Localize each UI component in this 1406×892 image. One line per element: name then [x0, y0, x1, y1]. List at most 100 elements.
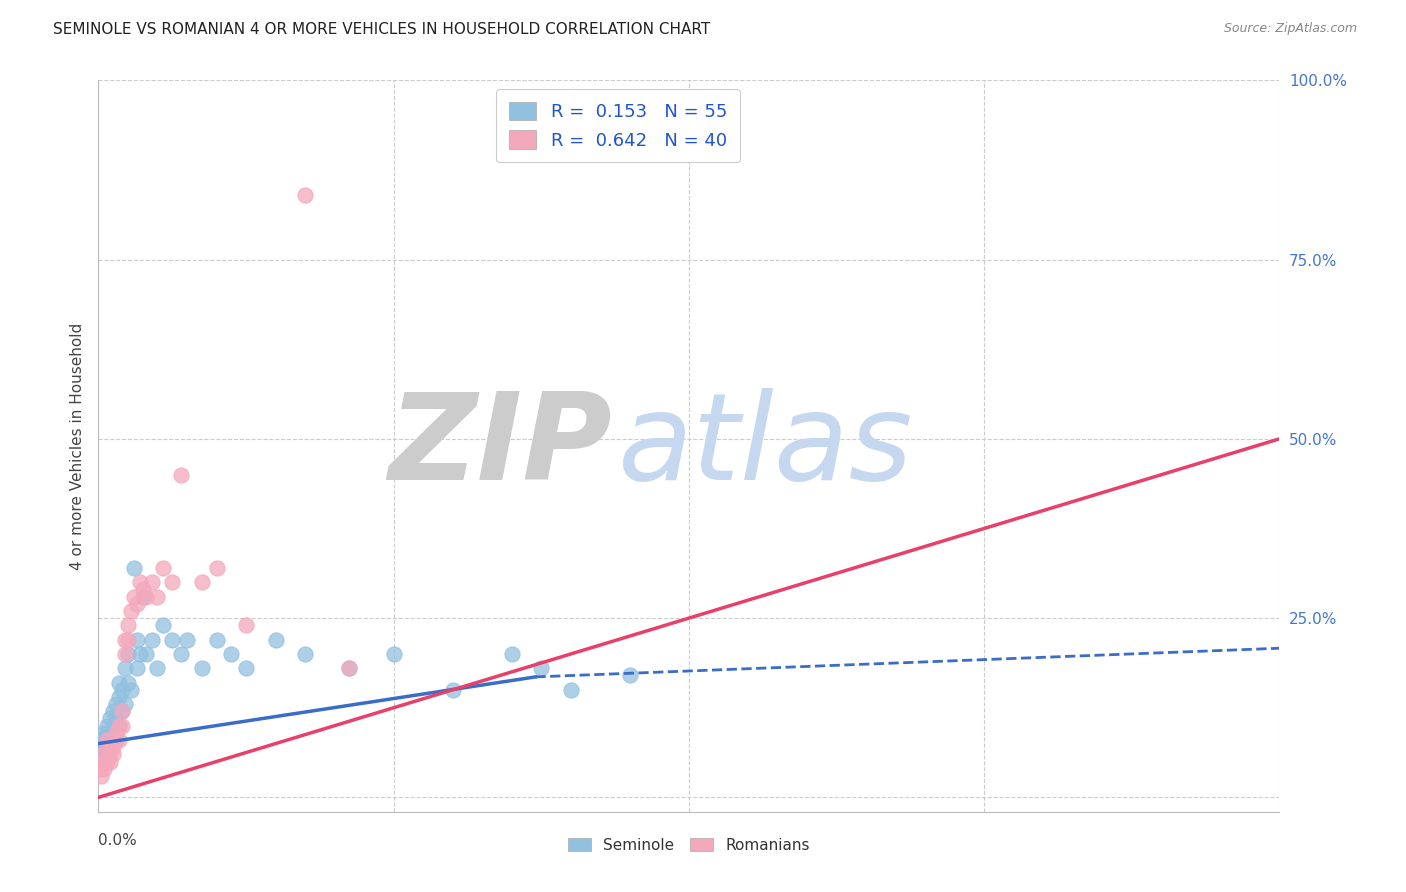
Point	[141, 575, 163, 590]
Point	[105, 733, 128, 747]
Point	[205, 632, 228, 647]
Point	[98, 740, 121, 755]
Point	[105, 697, 128, 711]
Point	[98, 747, 121, 762]
Point	[294, 647, 316, 661]
Point	[93, 747, 115, 762]
Point	[90, 769, 112, 783]
Text: 0.0%: 0.0%	[98, 832, 138, 847]
Point	[117, 647, 139, 661]
Point	[122, 561, 145, 575]
Point	[114, 632, 136, 647]
Text: SEMINOLE VS ROMANIAN 4 OR MORE VEHICLES IN HOUSEHOLD CORRELATION CHART: SEMINOLE VS ROMANIAN 4 OR MORE VEHICLES …	[53, 22, 710, 37]
Point	[114, 661, 136, 675]
Point	[125, 597, 148, 611]
Legend: Seminole, Romanians: Seminole, Romanians	[562, 831, 815, 859]
Point	[96, 719, 118, 733]
Point	[98, 755, 121, 769]
Point	[93, 755, 115, 769]
Point	[191, 575, 214, 590]
Point	[221, 647, 243, 661]
Point	[132, 582, 155, 597]
Point	[90, 755, 112, 769]
Point	[146, 590, 169, 604]
Point	[339, 661, 361, 675]
Point	[90, 747, 112, 762]
Point	[530, 661, 553, 675]
Point	[114, 647, 136, 661]
Point	[128, 647, 150, 661]
Point	[235, 661, 257, 675]
Point	[98, 711, 121, 725]
Point	[152, 561, 174, 575]
Point	[117, 618, 139, 632]
Y-axis label: 4 or more Vehicles in Household: 4 or more Vehicles in Household	[69, 322, 84, 570]
Point	[619, 668, 641, 682]
Point	[103, 733, 125, 747]
Point	[382, 647, 405, 661]
Point	[98, 740, 121, 755]
Point	[108, 690, 131, 704]
Point	[162, 575, 183, 590]
Point	[103, 740, 125, 755]
Point	[441, 682, 464, 697]
Point	[170, 647, 193, 661]
Point	[264, 632, 287, 647]
Point	[294, 188, 316, 202]
Point	[125, 632, 148, 647]
Text: Source: ZipAtlas.com: Source: ZipAtlas.com	[1223, 22, 1357, 36]
Point	[96, 726, 118, 740]
Point	[560, 682, 582, 697]
Point	[120, 682, 142, 697]
Point	[235, 618, 257, 632]
Point	[93, 740, 115, 755]
Point	[103, 726, 125, 740]
Text: ZIP: ZIP	[388, 387, 612, 505]
Point	[98, 733, 121, 747]
Point	[141, 632, 163, 647]
Point	[501, 647, 523, 661]
Point	[125, 661, 148, 675]
Point	[93, 755, 115, 769]
Point	[162, 632, 183, 647]
Point	[90, 762, 112, 776]
Point	[117, 675, 139, 690]
Point	[105, 711, 128, 725]
Point	[114, 697, 136, 711]
Point	[93, 726, 115, 740]
Point	[339, 661, 361, 675]
Point	[96, 740, 118, 755]
Point	[93, 762, 115, 776]
Point	[152, 618, 174, 632]
Point	[117, 632, 139, 647]
Text: atlas: atlas	[619, 387, 914, 505]
Point	[96, 755, 118, 769]
Point	[103, 719, 125, 733]
Point	[146, 661, 169, 675]
Point	[90, 733, 112, 747]
Point	[132, 590, 155, 604]
Point	[176, 632, 198, 647]
Point	[135, 590, 157, 604]
Point	[96, 733, 118, 747]
Point	[135, 647, 157, 661]
Point	[108, 719, 131, 733]
Point	[111, 719, 134, 733]
Point	[108, 733, 131, 747]
Point	[122, 590, 145, 604]
Point	[105, 726, 128, 740]
Point	[111, 704, 134, 718]
Point	[111, 704, 134, 718]
Point	[111, 682, 134, 697]
Point	[108, 675, 131, 690]
Point	[105, 733, 128, 747]
Point	[170, 467, 193, 482]
Point	[103, 747, 125, 762]
Point	[120, 604, 142, 618]
Point	[128, 575, 150, 590]
Point	[96, 740, 118, 755]
Point	[191, 661, 214, 675]
Point	[93, 747, 115, 762]
Point	[96, 733, 118, 747]
Point	[205, 561, 228, 575]
